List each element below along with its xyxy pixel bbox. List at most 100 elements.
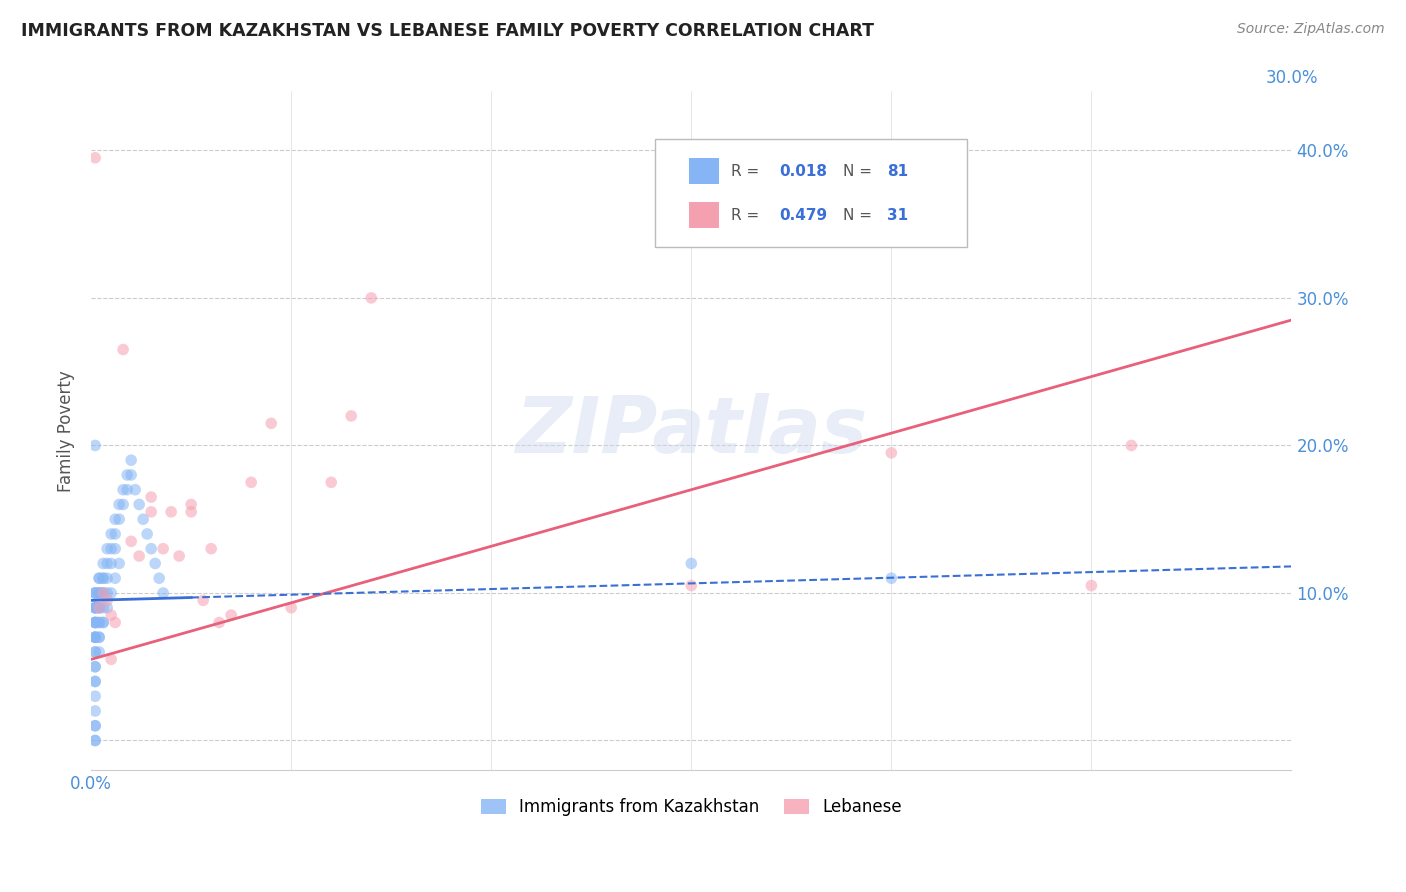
Point bbox=[104, 527, 127, 541]
Point bbox=[84, 615, 107, 630]
Point bbox=[124, 483, 146, 497]
Point bbox=[84, 151, 107, 165]
Point bbox=[84, 438, 107, 452]
Point bbox=[167, 549, 190, 563]
Point bbox=[115, 483, 138, 497]
Point bbox=[84, 719, 107, 733]
Point bbox=[89, 645, 111, 659]
Point bbox=[84, 600, 107, 615]
Point bbox=[84, 615, 107, 630]
Point bbox=[96, 600, 118, 615]
Point bbox=[96, 571, 118, 585]
Point bbox=[340, 409, 363, 423]
Point bbox=[91, 600, 114, 615]
Text: ZIPatlas: ZIPatlas bbox=[515, 392, 868, 468]
Point bbox=[84, 704, 107, 718]
Point bbox=[321, 475, 343, 490]
Legend: Immigrants from Kazakhstan, Lebanese: Immigrants from Kazakhstan, Lebanese bbox=[474, 791, 908, 822]
Point bbox=[141, 490, 163, 504]
Point bbox=[260, 417, 283, 431]
Point bbox=[200, 541, 222, 556]
Point bbox=[240, 475, 263, 490]
Point bbox=[1080, 578, 1102, 592]
Point bbox=[91, 586, 114, 600]
Point bbox=[84, 674, 107, 689]
Point bbox=[84, 733, 107, 747]
Point bbox=[880, 571, 903, 585]
Point bbox=[89, 600, 111, 615]
Point bbox=[89, 615, 111, 630]
Point bbox=[96, 541, 118, 556]
Point bbox=[89, 586, 111, 600]
FancyBboxPatch shape bbox=[689, 159, 718, 185]
Point bbox=[91, 557, 114, 571]
Point bbox=[89, 615, 111, 630]
FancyBboxPatch shape bbox=[689, 202, 718, 228]
Point bbox=[112, 498, 135, 512]
Point bbox=[108, 512, 131, 526]
Point bbox=[128, 549, 150, 563]
Point bbox=[104, 541, 127, 556]
Point bbox=[100, 608, 122, 623]
Text: 0.018: 0.018 bbox=[779, 164, 827, 178]
Text: IMMIGRANTS FROM KAZAKHSTAN VS LEBANESE FAMILY POVERTY CORRELATION CHART: IMMIGRANTS FROM KAZAKHSTAN VS LEBANESE F… bbox=[21, 22, 875, 40]
Point bbox=[141, 541, 163, 556]
Point bbox=[115, 467, 138, 482]
Point bbox=[100, 541, 122, 556]
Point bbox=[100, 652, 122, 666]
Point bbox=[84, 659, 107, 673]
Point bbox=[360, 291, 382, 305]
Point bbox=[84, 645, 107, 659]
Point bbox=[193, 593, 215, 607]
Point bbox=[84, 630, 107, 644]
Y-axis label: Family Poverty: Family Poverty bbox=[58, 370, 75, 491]
Point bbox=[84, 615, 107, 630]
Point bbox=[89, 586, 111, 600]
Text: R =: R = bbox=[731, 208, 763, 222]
Point bbox=[84, 733, 107, 747]
Point bbox=[208, 615, 231, 630]
Point bbox=[91, 586, 114, 600]
Point bbox=[91, 586, 114, 600]
Point bbox=[100, 557, 122, 571]
Text: N =: N = bbox=[842, 164, 876, 178]
Text: N =: N = bbox=[842, 208, 876, 222]
Point bbox=[681, 578, 703, 592]
Point bbox=[96, 586, 118, 600]
Point bbox=[89, 600, 111, 615]
Point bbox=[143, 557, 166, 571]
Point bbox=[84, 586, 107, 600]
Point bbox=[84, 674, 107, 689]
Point bbox=[120, 467, 142, 482]
Point bbox=[84, 630, 107, 644]
Point bbox=[1121, 438, 1143, 452]
Point bbox=[84, 600, 107, 615]
Text: 0.479: 0.479 bbox=[779, 208, 827, 222]
Point bbox=[89, 571, 111, 585]
Point bbox=[84, 719, 107, 733]
Point bbox=[84, 630, 107, 644]
Point bbox=[84, 600, 107, 615]
Point bbox=[100, 527, 122, 541]
Point bbox=[152, 541, 174, 556]
Point bbox=[84, 645, 107, 659]
Point bbox=[120, 534, 142, 549]
Point bbox=[152, 586, 174, 600]
Point bbox=[84, 630, 107, 644]
Point bbox=[681, 557, 703, 571]
Text: R =: R = bbox=[731, 164, 763, 178]
Point bbox=[89, 600, 111, 615]
Point bbox=[880, 446, 903, 460]
Point bbox=[120, 453, 142, 467]
Point bbox=[91, 615, 114, 630]
Point bbox=[96, 593, 118, 607]
Point bbox=[219, 608, 242, 623]
Point bbox=[96, 557, 118, 571]
Point bbox=[89, 571, 111, 585]
Text: 31: 31 bbox=[887, 208, 908, 222]
Point bbox=[84, 586, 107, 600]
Point bbox=[89, 586, 111, 600]
Point bbox=[280, 600, 302, 615]
Point bbox=[84, 586, 107, 600]
Text: Source: ZipAtlas.com: Source: ZipAtlas.com bbox=[1237, 22, 1385, 37]
